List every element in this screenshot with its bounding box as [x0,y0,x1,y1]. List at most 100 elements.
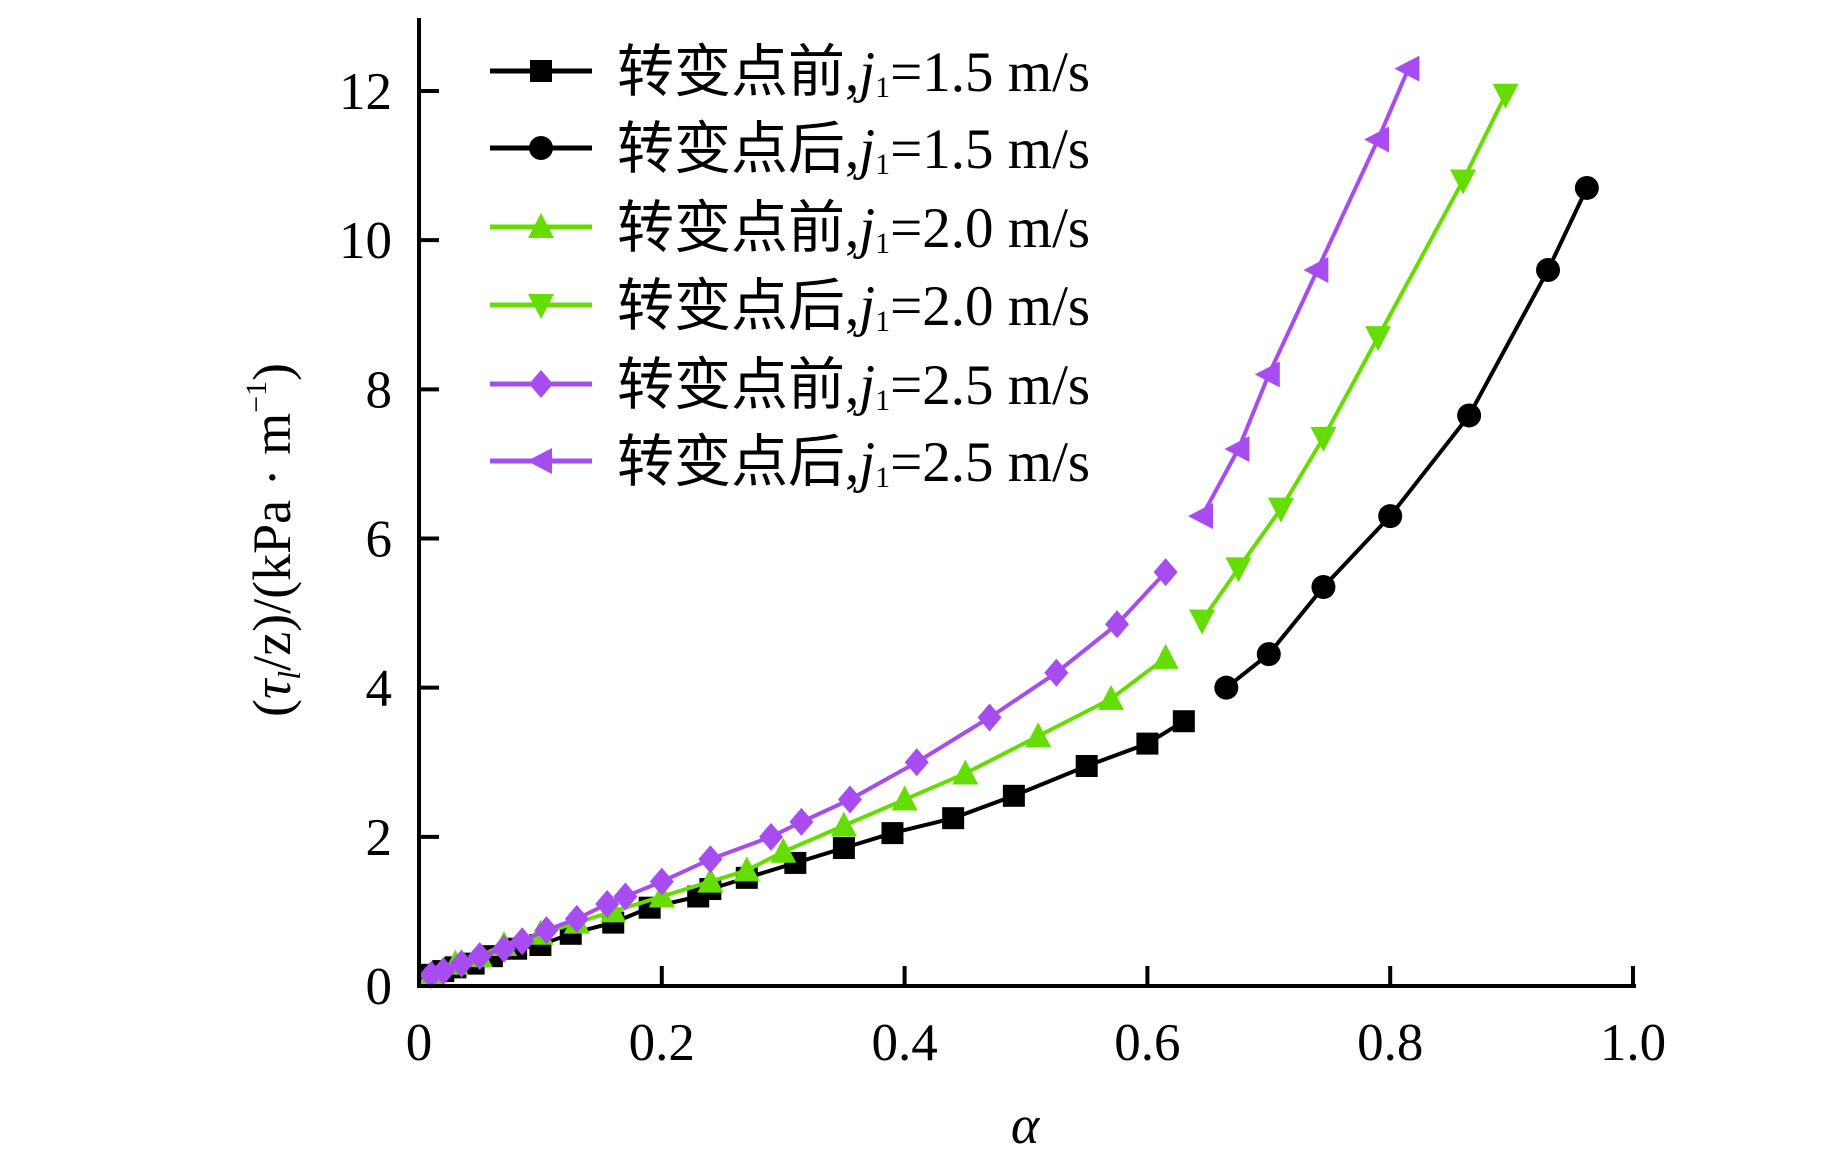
data-point [510,927,535,956]
data-point [759,822,784,851]
data-point [1153,558,1178,587]
legend-marker-icon [529,370,553,398]
y-tick-label: 8 [366,361,393,419]
legend-label: 转变点前,j1=1.5 m/s [617,41,1090,104]
x-axis-label: α [1011,1095,1041,1155]
data-point [449,949,474,978]
x-tick-label: 0.2 [629,1014,695,1072]
y-axis-label: (τl/z)/(kPa · m−1) [240,363,307,717]
data-point [698,845,723,874]
legend-item: 转变点前,j1=1.5 m/s [490,41,1090,104]
data-point [1457,403,1482,428]
data-point [1365,326,1392,352]
data-point [1188,503,1214,530]
data-point [1172,710,1195,733]
data-point [467,942,492,971]
data-point [832,837,855,860]
x-tick-label: 0 [406,1014,433,1072]
data-point [697,867,724,893]
y-tick-label: 0 [366,958,393,1016]
data-point [830,811,857,837]
legend-label: 转变点前,j1=2.0 m/s [617,197,1090,260]
legend-item: 转变点后,j1=2.5 m/s [490,431,1090,494]
series-2 [1214,175,1599,700]
data-point [1044,658,1069,687]
data-point [1394,55,1420,82]
x-tick-label: 0.8 [1357,1014,1423,1072]
data-point [491,934,516,963]
legend-item: 转变点前,j1=2.5 m/s [490,354,1090,417]
data-point [789,807,814,836]
y-tick-label: 12 [339,63,392,121]
data-point [534,916,559,945]
y-tick-label: 2 [366,809,393,867]
data-point [1378,504,1403,529]
series-4 [1189,83,1519,635]
legend-label: 转变点后,j1=2.5 m/s [617,431,1090,494]
series-layer [418,55,1599,989]
data-point [1189,609,1216,635]
data-point [431,957,456,986]
data-point [904,748,929,777]
data-point [1105,610,1130,639]
data-point [1536,258,1561,282]
legend-marker-icon [527,448,552,474]
data-point [1075,754,1098,777]
y-tick-label: 6 [366,511,393,569]
data-point [1450,169,1477,195]
legend-label: 转变点后,j1=1.5 m/s [617,118,1090,181]
y-tick-label: 4 [366,660,393,718]
data-point [1025,722,1052,748]
data-point [837,785,862,814]
data-point [595,889,620,918]
data-point [1256,642,1281,667]
data-point [1002,784,1025,807]
legend: 转变点前,j1=1.5 m/s 转变点后,j1=1.5 m/s 转变点前,j1=2.… [490,41,1090,494]
legend-marker-icon [528,213,554,238]
series-line [430,570,1168,977]
series-5 [419,558,1178,989]
data-point [1311,574,1336,599]
data-point [1310,426,1337,452]
x-tick-label: 1.0 [1600,1014,1666,1072]
legend-marker-icon [529,136,553,160]
data-point [649,867,674,896]
data-point [1224,436,1250,462]
legend-label: 转变点后,j1=2.0 m/s [617,275,1090,338]
legend-marker-icon [530,60,552,82]
series-line [1225,187,1589,690]
data-point [881,822,904,845]
data-point [1303,257,1329,283]
legend-item: 转变点后,j1=1.5 m/s [490,118,1090,181]
legend-item: 转变点后,j1=2.0 m/s [490,275,1090,338]
x-tick-label: 0.4 [871,1014,937,1072]
y-tick-label: 10 [339,212,392,270]
data-point [1267,497,1294,523]
data-point [942,807,965,830]
data-point [564,904,589,933]
data-point [1254,361,1280,388]
ticks: 0 0.2 0.4 0.6 0.8 1.0 0 2 4 6 8 10 12 [339,63,1666,1072]
legend-item: 转变点前,j1=2.0 m/s [490,197,1090,260]
data-point [1097,684,1124,710]
x-tick-label: 0.6 [1114,1014,1180,1072]
data-point [1574,175,1599,200]
data-point [1225,557,1252,583]
series-6 [1188,55,1420,530]
data-point [1492,83,1519,109]
data-point [952,759,979,785]
data-point [1152,643,1179,669]
data-point [891,785,918,811]
data-point [613,882,638,911]
series-line [1200,67,1411,518]
legend-marker-icon [528,294,554,319]
data-point [1136,732,1159,755]
data-point [977,703,1002,732]
data-point [1214,675,1239,700]
axes [417,18,1636,988]
data-point [770,837,797,863]
data-point [733,856,760,882]
legend-label: 转变点前,j1=2.5 m/s [617,354,1090,417]
data-point [1364,126,1390,153]
